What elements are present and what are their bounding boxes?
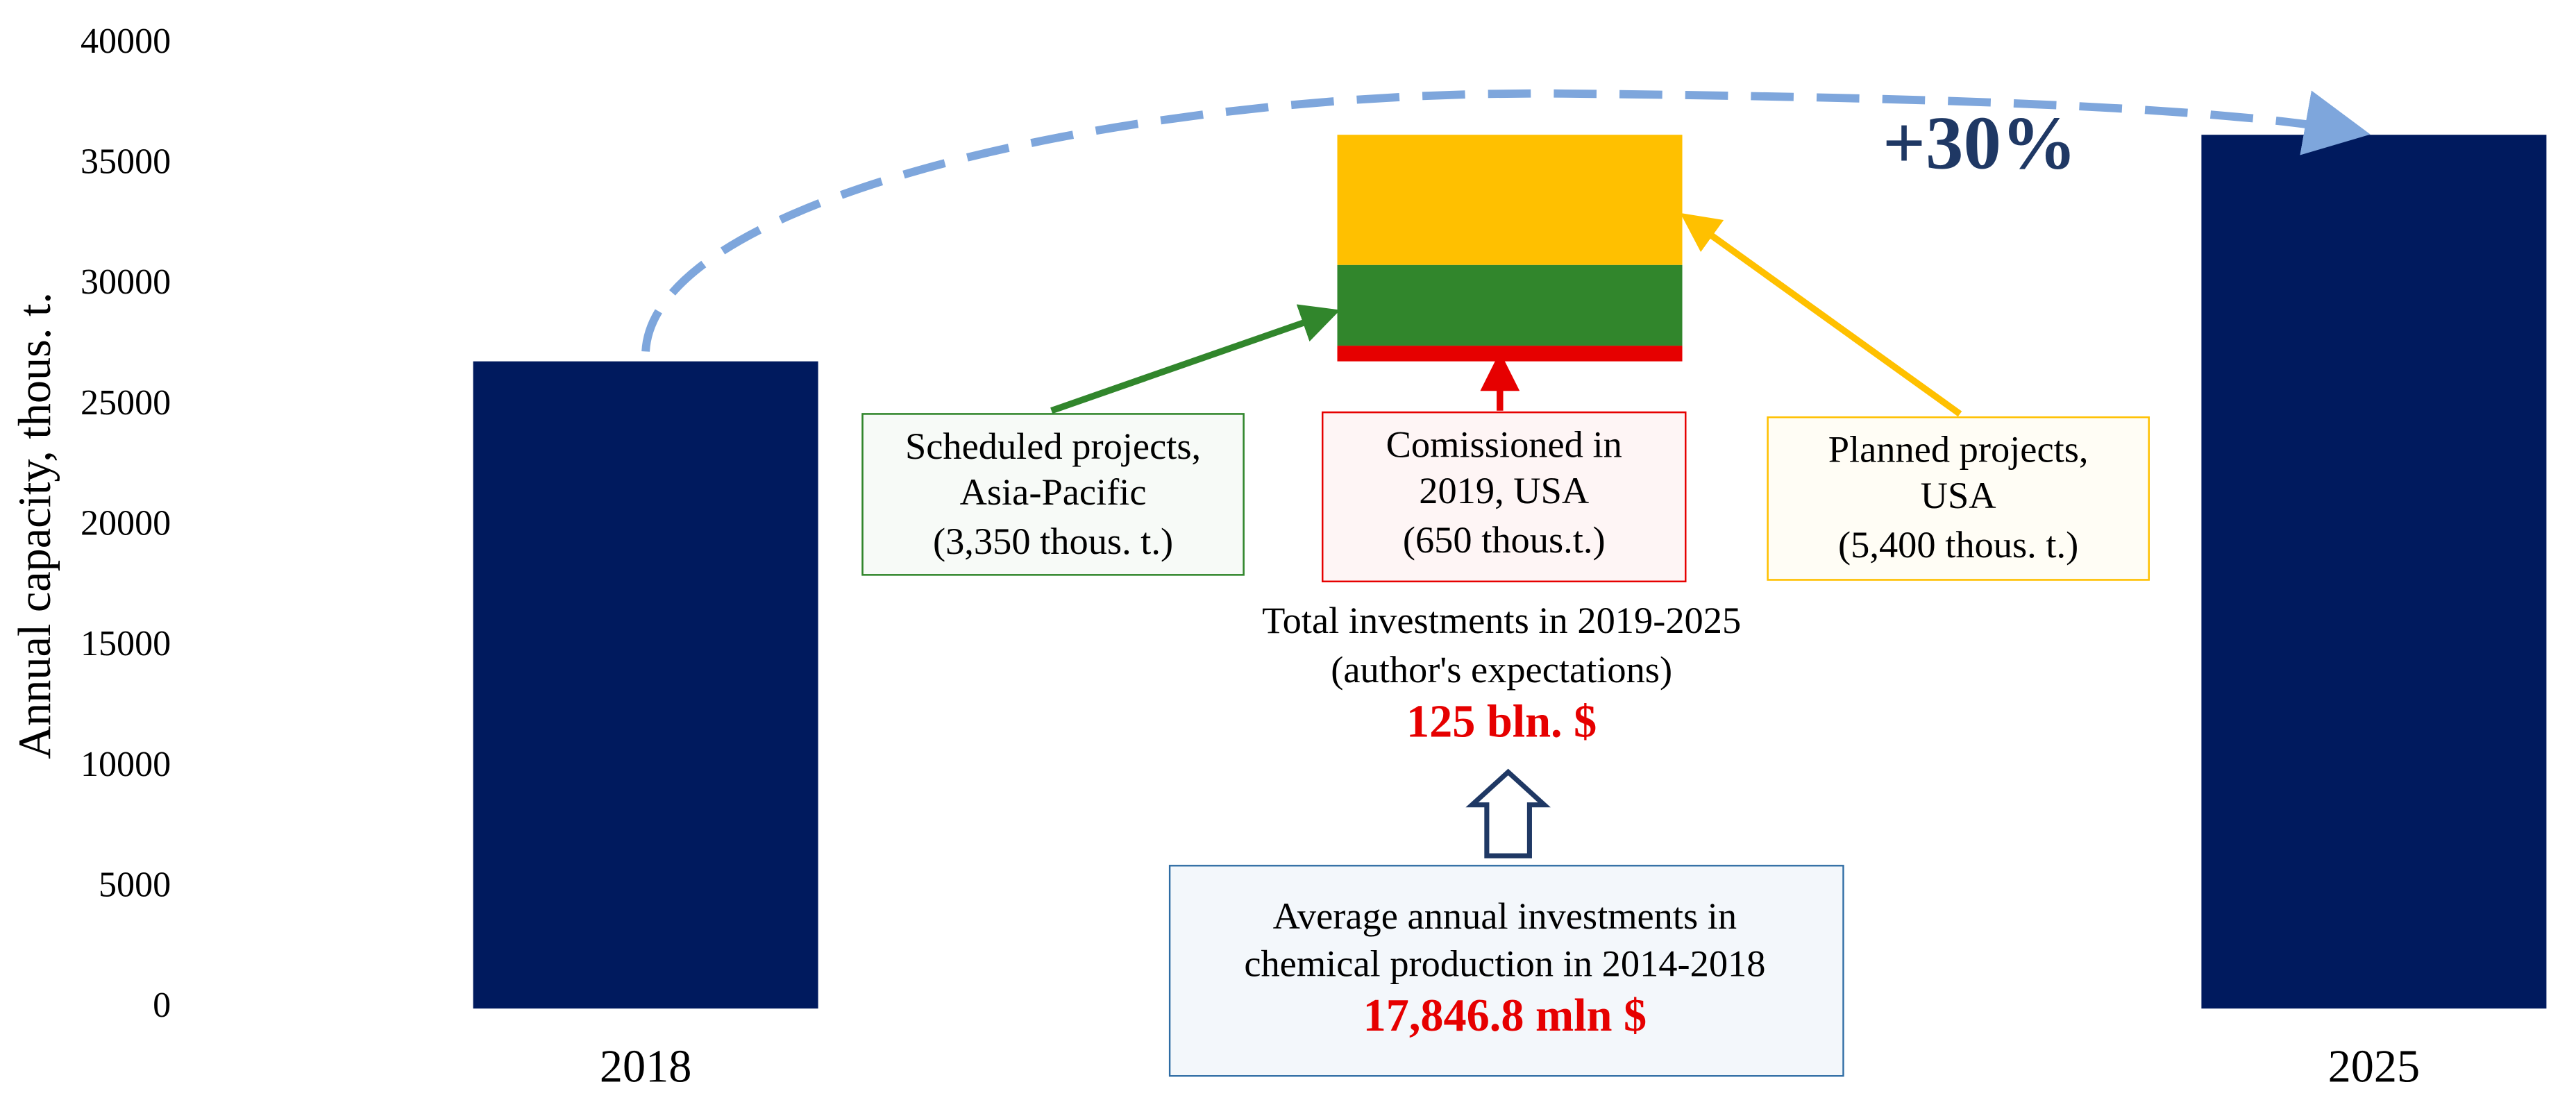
y-tick-label: 0: [153, 986, 171, 1025]
segment-label: USA: [1921, 474, 1996, 516]
segment: [1337, 264, 1683, 346]
segment: [1337, 346, 1683, 362]
segment-value-label: (3,350 thous. t.): [933, 520, 1173, 562]
bar: [473, 361, 818, 1009]
segment-value-label: (650 thous.t.): [1403, 518, 1606, 561]
growth-label: +30%: [1883, 101, 2077, 185]
segment: [1337, 135, 1683, 265]
y-tick-label: 25000: [81, 383, 171, 423]
y-tick-label: 30000: [81, 262, 171, 302]
bar: [2201, 135, 2547, 1009]
x-tick-label: 2018: [600, 1041, 691, 1092]
segment-box-border: [1767, 416, 2150, 581]
y-tick-label: 10000: [81, 745, 171, 784]
segment-label: Comissioned in: [1386, 423, 1622, 466]
segment-arrow: [1050, 304, 1340, 414]
total-investments-value: 125 bln. $: [1406, 696, 1597, 747]
segment-arrow: [1680, 212, 1962, 417]
average-investments-box: [1168, 865, 1844, 1077]
up-arrow: [1465, 768, 1551, 859]
x-tick-label: 2025: [2328, 1041, 2421, 1092]
average-investments-text: Average annual investments in: [1273, 895, 1737, 937]
growth-arc: [641, 89, 2371, 352]
total-investments-text: (author's expectations): [1331, 648, 1672, 691]
segment-label: 2019, USA: [1419, 469, 1589, 512]
total-investments-text: Total investments in 2019-2025: [1262, 599, 1741, 641]
segment-label: Planned projects,: [1828, 428, 2089, 471]
y-tick-label: 5000: [99, 865, 171, 904]
segment-label: Scheduled projects,: [905, 425, 1201, 467]
segment-value-label: (5,400 thous. t.): [1838, 523, 2078, 566]
y-tick-label: 15000: [81, 624, 171, 663]
segment-box: [1322, 411, 1687, 583]
y-tick-label: 35000: [81, 142, 171, 182]
segment-box: [861, 413, 1245, 576]
average-investments-text: chemical production in 2014-2018: [1244, 942, 1765, 985]
segment-box: [1767, 416, 2150, 581]
y-tick-label: 20000: [81, 504, 171, 543]
segment-box-border: [1322, 411, 1687, 583]
average-investments-value: 17,846.8 mln $: [1363, 990, 1647, 1041]
y-axis-label: Annual capacity, thous. t.: [10, 292, 60, 759]
segment-label: Asia-Pacific: [960, 471, 1147, 513]
y-tick-label: 40000: [81, 22, 171, 61]
segment-box-border: [861, 413, 1245, 576]
